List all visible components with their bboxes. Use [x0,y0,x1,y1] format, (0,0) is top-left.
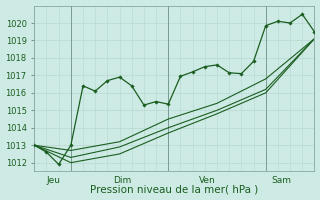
X-axis label: Pression niveau de la mer( hPa ): Pression niveau de la mer( hPa ) [90,184,259,194]
Text: Dim: Dim [114,176,132,185]
Text: Ven: Ven [199,176,215,185]
Text: Jeu: Jeu [46,176,60,185]
Text: Sam: Sam [272,176,292,185]
